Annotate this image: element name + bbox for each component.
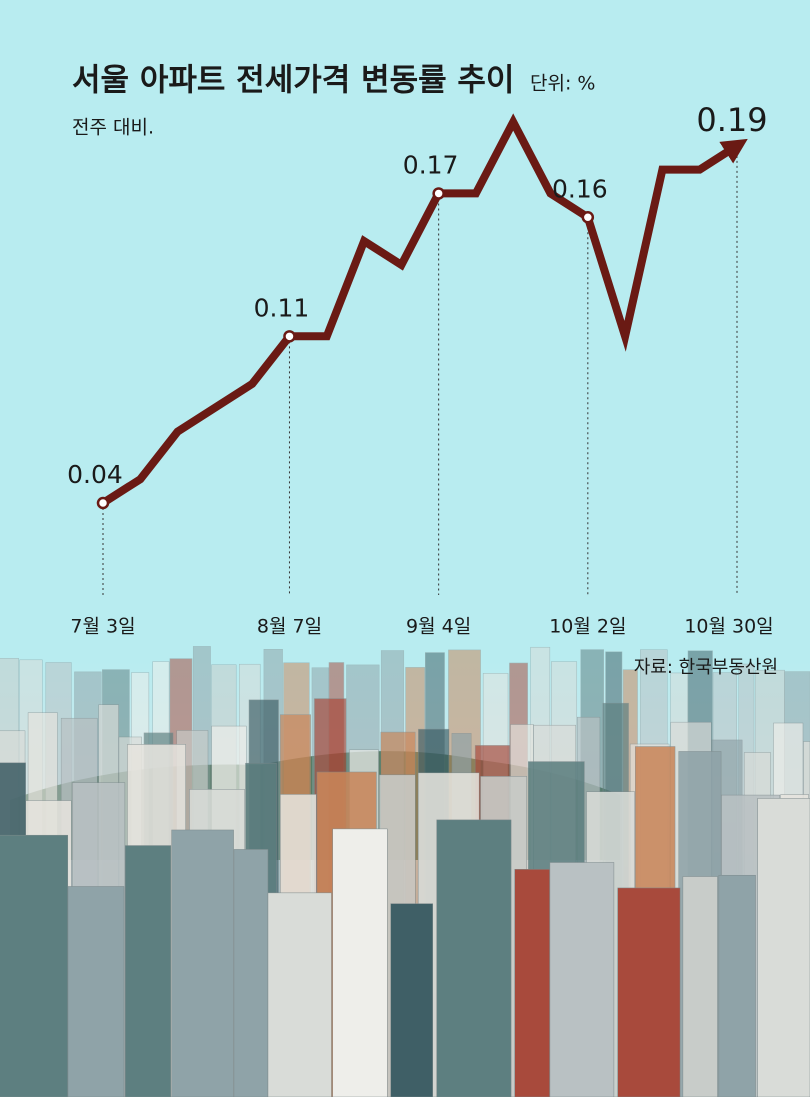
building	[549, 862, 615, 1097]
x-tick-label: 10월 2일	[549, 616, 626, 638]
building	[514, 869, 550, 1097]
building	[267, 892, 332, 1097]
building	[0, 834, 69, 1097]
data-label: 0.11	[254, 293, 310, 322]
building	[332, 828, 388, 1097]
building	[390, 903, 433, 1097]
data-label: 0.16	[552, 174, 608, 203]
unit: 단위: %	[530, 73, 595, 95]
data-label: 0.19	[696, 101, 767, 139]
building	[171, 829, 234, 1097]
chart-title: 서울 아파트 전세가격 변동률 추이	[72, 63, 514, 99]
building	[617, 887, 681, 1097]
x-tick-label: 7월 3일	[70, 616, 135, 638]
building	[757, 798, 810, 1097]
point-marker	[432, 187, 445, 200]
line-series	[100, 113, 748, 507]
x-tick-label: 8월 7일	[257, 616, 322, 638]
building	[682, 876, 718, 1097]
point-marker	[283, 330, 296, 343]
building	[124, 845, 172, 1097]
point-marker	[96, 496, 110, 510]
data-label: 0.04	[67, 460, 123, 489]
photo-city	[0, 646, 810, 1097]
building	[233, 849, 269, 1097]
building	[436, 819, 512, 1097]
x-tick-label: 9월 4일	[406, 616, 471, 638]
subtitle: 전주 대비.	[72, 117, 154, 139]
plot: 7월 3일 8월 7일 9월 4일 10월 2일 10월 30일 0.04 0.11 0.17…	[67, 101, 774, 638]
x-tick-label: 10월 30일	[684, 616, 773, 638]
building	[67, 886, 125, 1097]
data-label: 0.17	[403, 150, 459, 179]
source: 자료: 한국부동산원	[634, 657, 778, 678]
point-marker	[581, 211, 595, 224]
building	[718, 874, 756, 1097]
